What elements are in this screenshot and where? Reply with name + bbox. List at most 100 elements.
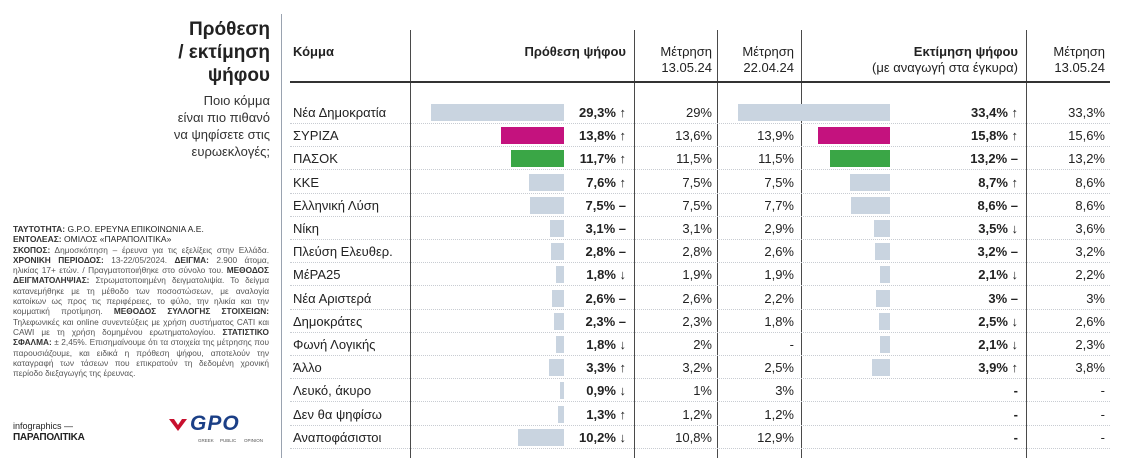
intention-value: 29,3% ↑ xyxy=(579,105,626,120)
measure-3-value: 2,2% xyxy=(1075,267,1105,283)
column-separator xyxy=(1026,30,1027,458)
survey-methodology: ΤΑΥΤΟΤΗΤΑ: G.P.O. ΕΡΕΥΝΑ ΕΠΙΚΟΙΝΩΝΙΑ Α.Ε… xyxy=(13,224,269,378)
row-separator xyxy=(290,145,1110,148)
measure-2-value: 7,7% xyxy=(764,197,794,213)
party-name: Δεν θα ψηφίσω xyxy=(293,406,382,422)
table-row: Δεν θα ψηφίσω 1,3% ↑ 1,2% 1,2% - - xyxy=(290,403,1110,426)
intention-bar xyxy=(551,243,564,261)
measure-1-value: 7,5% xyxy=(682,174,712,190)
estimate-value: 3,5% ↓ xyxy=(978,221,1018,236)
estimate-value: 3% – xyxy=(988,290,1018,306)
party-name: Άλλο xyxy=(293,360,322,376)
party-name: Πλεύση Ελευθερ. xyxy=(293,244,393,260)
measure-3-value: 3% xyxy=(1086,290,1105,306)
table-row: Άλλο 3,3% ↑ 3,2% 2,5% 3,9% ↑ 3,8% xyxy=(290,356,1110,380)
table-row: ΚΚΕ 7,6% ↑ 7,5% 7,5% 8,7% ↑ 8,6% xyxy=(290,171,1110,194)
intention-value: 2,8% – xyxy=(585,244,626,260)
intention-value: 1,8% ↓ xyxy=(586,267,626,283)
sidebar: Πρόθεση / εκτίμηση ψήφου Ποιο κόμμα είνα… xyxy=(0,0,272,458)
period-label: ΧΡΟΝΙΚΗ ΠΕΡΙΟΔΟΣ: xyxy=(13,254,104,265)
error-value: ± 2,45%. Επισημαίνουμε ότι τα στοιχεία τ… xyxy=(13,337,269,379)
estimate-value: 2,1% ↓ xyxy=(978,337,1018,352)
measure-3-value: 33,3% xyxy=(1068,105,1105,120)
intention-value: 3,1% – xyxy=(585,221,626,236)
row-separator xyxy=(290,168,1110,171)
intention-bar xyxy=(549,220,564,237)
poll-table: Κόμμα Πρόθεση ψήφου Μέτρηση 13.05.24 Μέτ… xyxy=(290,30,1110,458)
estimate-bar xyxy=(850,196,890,214)
intention-bar xyxy=(517,428,564,446)
intention-bar xyxy=(559,382,564,400)
row-separator xyxy=(290,238,1110,240)
measure-1-value: 1,2% xyxy=(682,406,712,422)
header-measure-1: Μέτρηση 13.05.24 xyxy=(640,44,712,96)
question-line: είναι πιο πιθανό xyxy=(177,110,270,125)
method-value: Στρωματοποιημένη δειγματολιψία. Το δείγμ… xyxy=(13,275,270,317)
measure-1-value: 3,2% xyxy=(682,360,712,376)
table-row: Λευκό, άκυρο 0,9% ↓ 1% 3% - - xyxy=(290,379,1110,403)
measure-2-value: - xyxy=(789,337,794,352)
estimate-bar xyxy=(872,359,890,377)
column-separator xyxy=(410,30,411,458)
measure-3-value: 2,6% xyxy=(1075,313,1105,329)
estimate-value: 8,6% – xyxy=(977,197,1018,213)
row-separator xyxy=(290,215,1110,217)
estimate-value: 2,5% ↓ xyxy=(978,313,1018,329)
estimate-value: 15,8% ↑ xyxy=(971,128,1018,144)
estimate-value: 33,4% ↑ xyxy=(971,105,1018,120)
measure-1-value: 2% xyxy=(693,337,712,352)
estimate-value: - xyxy=(1013,383,1018,399)
intention-bar xyxy=(529,196,564,214)
method-label: ΜΕΘΟΔΟΣ ΔΕΙΓΜΑΤΟΛΗΨΙΑΣ: xyxy=(13,265,269,286)
measure-3-value: 2,3% xyxy=(1075,337,1105,352)
intention-bar xyxy=(430,104,564,121)
row-separator xyxy=(290,308,1110,310)
intention-bar xyxy=(555,336,564,353)
intention-bar xyxy=(548,359,564,377)
party-name: Ελληνική Λύση xyxy=(293,197,379,213)
party-name: Λευκό, άκυρο xyxy=(293,383,372,399)
row-separator xyxy=(290,377,1110,380)
header-rule xyxy=(290,81,1110,83)
measure-3-value: 15,6% xyxy=(1068,128,1105,144)
collection-value: Τηλεφωνικές και online συνεντεύξεις με χ… xyxy=(13,316,269,337)
measure-1-value: 7,5% xyxy=(682,197,712,213)
identity-value: G.P.O. ΕΡΕΥΝΑ ΕΠΙΚΟΙΝΩΝΙΑ Α.Ε. xyxy=(67,224,204,234)
table-row: Φωνή Λογικής 1,8% ↓ 2% - 2,1% ↓ 2,3% xyxy=(290,333,1110,356)
logo-sub: OPINION xyxy=(244,438,264,443)
purpose-value: Δημοσκόπηση – έρευνα για τις εξελίξεις σ… xyxy=(54,244,269,255)
party-name: Νέα Αριστερά xyxy=(293,290,372,306)
intention-bar xyxy=(558,405,564,423)
gpo-logo-mark-icon xyxy=(169,419,187,431)
estimate-value: 8,7% ↑ xyxy=(978,174,1018,190)
column-separator xyxy=(717,30,718,458)
question-line: Ποιο κόμμα xyxy=(203,93,270,108)
intention-bar xyxy=(553,312,564,330)
intention-bar xyxy=(510,150,564,168)
header-measure-2-date: 22.04.24 xyxy=(743,60,794,75)
measure-1-value: 2,8% xyxy=(682,244,712,260)
column-separator xyxy=(801,30,802,458)
intention-value: 0,9% ↓ xyxy=(586,383,626,399)
period-value: 13-22/05/2024. xyxy=(111,254,168,265)
table-row: Πλεύση Ελευθερ. 2,8% – 2,8% 2,6% 3,2% – 3,2% xyxy=(290,240,1110,264)
table-row: Νίκη 3,1% – 3,1% 2,9% 3,5% ↓ 3,6% xyxy=(290,217,1110,240)
table-row: Δημοκράτες 2,3% – 2,3% 1,8% 2,5% ↓ 2,6% xyxy=(290,310,1110,333)
question-line: να ψηφίσετε στις xyxy=(173,127,270,142)
row-separator xyxy=(290,447,1110,449)
sample-value: 2.900 άτομα, ηλικίας 17+ ετών. / Πραγματ… xyxy=(13,254,270,276)
measure-1-value: 2,3% xyxy=(682,313,712,329)
party-name: ΜέΡΑ25 xyxy=(293,267,341,283)
identity-label: ΤΑΥΤΟΤΗΤΑ: xyxy=(13,224,66,234)
header-estimate: Εκτίμηση ψήφου (με αναγωγή στα έγκυρα) xyxy=(805,44,1018,96)
row-separator xyxy=(290,424,1110,426)
intention-value: 7,5% – xyxy=(585,197,626,213)
row-separator xyxy=(290,261,1110,264)
measure-1-value: 11,5% xyxy=(676,151,712,167)
error-label: ΣΤΑΤΙΣΤΙΚΟ ΣΦΑΛΜΑ: xyxy=(13,326,269,348)
header-measure-3-line: Μέτρηση xyxy=(1053,44,1105,59)
measure-1-value: 2,6% xyxy=(682,290,712,306)
measure-1-value: 13,6% xyxy=(675,128,712,144)
measure-3-value: - xyxy=(1100,406,1105,422)
question-line: ευρωεκλογές; xyxy=(191,144,270,159)
